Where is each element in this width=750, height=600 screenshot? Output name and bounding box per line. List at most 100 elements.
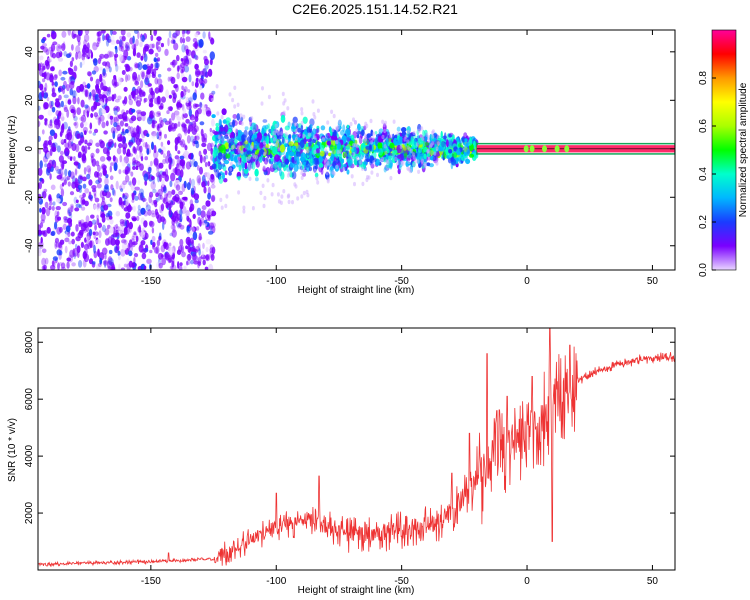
spectrogram-cell bbox=[396, 126, 401, 132]
spectrogram-cell bbox=[55, 51, 61, 59]
spectrogram-cell bbox=[146, 69, 150, 74]
spectrogram-cell bbox=[114, 105, 119, 111]
spectrogram-cell bbox=[204, 162, 208, 167]
spectrogram-cell bbox=[183, 126, 188, 134]
spectrogram-cell bbox=[165, 89, 170, 98]
spectrogram-cell bbox=[180, 69, 184, 74]
spectrogram-cell bbox=[74, 121, 79, 129]
spectrogram-cell bbox=[67, 231, 71, 237]
spectrogram-cell bbox=[161, 179, 165, 188]
spectrogram-cell bbox=[153, 157, 159, 166]
spectrogram-cell bbox=[173, 92, 177, 100]
spectrogram-cell bbox=[50, 264, 56, 270]
zero-band-highlight bbox=[523, 145, 529, 153]
spectrogram-cell bbox=[75, 243, 78, 249]
spectrogram-cell bbox=[101, 109, 107, 114]
spectrogram-cell bbox=[56, 145, 61, 153]
spectrogram-cell bbox=[262, 119, 268, 123]
spectrogram-cell bbox=[297, 127, 302, 133]
spectrogram-cell bbox=[56, 211, 60, 217]
spectrogram-cell bbox=[132, 166, 136, 170]
spectrogram-cell bbox=[336, 150, 340, 155]
spectrogram-cell bbox=[179, 214, 183, 223]
spectrogram-cell bbox=[195, 55, 199, 61]
spectrogram-cell bbox=[282, 189, 286, 194]
spectrogram-cell bbox=[197, 261, 202, 266]
spectrogram-cell bbox=[121, 201, 125, 209]
spectrogram-cell bbox=[425, 132, 429, 137]
spectrogram-cell bbox=[116, 106, 120, 112]
spectrogram-cell bbox=[116, 244, 120, 252]
spectrogram-cell bbox=[171, 189, 176, 195]
spectrogram-cell bbox=[88, 94, 91, 100]
spectrogram-cell bbox=[389, 134, 393, 139]
spectrogram-cell bbox=[153, 30, 157, 37]
zero-band-highlight bbox=[529, 145, 535, 153]
spectrogram-cell bbox=[126, 56, 132, 61]
spectrogram-cell bbox=[61, 161, 65, 171]
spectrogram-cell bbox=[194, 32, 199, 38]
spectrogram-cell bbox=[248, 176, 252, 181]
spectrogram-cell bbox=[69, 75, 73, 80]
spectrogram-cell bbox=[48, 205, 52, 211]
spectrogram-cell bbox=[155, 172, 161, 178]
spectrogram-cell bbox=[423, 153, 427, 159]
spectrogram-cell bbox=[318, 155, 323, 164]
spectrogram-cell bbox=[279, 144, 285, 153]
spectrogram-cell bbox=[79, 84, 84, 92]
spectrogram-cell bbox=[91, 219, 97, 225]
spectrogram-cell bbox=[210, 37, 215, 45]
spectrogram-cell bbox=[107, 35, 112, 43]
spectrogram-cell bbox=[377, 142, 383, 150]
spectrogram-cell bbox=[158, 262, 163, 269]
spectrogram-cell bbox=[309, 136, 313, 145]
spectrogram-cell bbox=[150, 160, 153, 167]
spectrogram-cell bbox=[248, 130, 254, 137]
spectrogram-cell bbox=[403, 137, 407, 142]
spectrogram-cell bbox=[93, 58, 98, 66]
spectrogram-cell bbox=[421, 136, 425, 141]
spectrogram-cell bbox=[204, 266, 209, 270]
spectrogram-cell bbox=[95, 42, 100, 48]
spectrogram-cell bbox=[350, 134, 355, 141]
spectrogram-cell bbox=[145, 141, 148, 150]
spectrogram-cell bbox=[130, 192, 137, 198]
spectrogram-cell bbox=[81, 153, 87, 162]
spectrogram-cell bbox=[182, 37, 186, 44]
spectrogram-cell bbox=[187, 245, 191, 253]
spectrogram-cell bbox=[300, 107, 304, 112]
spectrogram-cell bbox=[198, 232, 202, 241]
spectrogram-cell bbox=[407, 159, 411, 165]
spectrogram-cell bbox=[173, 42, 179, 51]
spectrogram-cell bbox=[189, 95, 193, 102]
spectrogram-cell bbox=[401, 127, 407, 133]
spectrogram-cell bbox=[137, 116, 142, 122]
spectrogram-cell bbox=[140, 207, 146, 215]
spectrogram-cell bbox=[151, 210, 155, 215]
spectrogram-cell bbox=[193, 193, 200, 201]
spectrogram-cell bbox=[119, 35, 124, 40]
spectrogram-cell bbox=[248, 155, 252, 160]
spectrogram-cell bbox=[146, 148, 150, 156]
spectrogram-cell bbox=[55, 242, 61, 248]
spectrogram-cell bbox=[353, 181, 356, 187]
spectrogram-cell bbox=[193, 54, 198, 60]
spectrogram-cell bbox=[157, 129, 162, 137]
spectrogram-cell bbox=[180, 58, 184, 62]
spectrogram-cell bbox=[162, 158, 167, 165]
spectrogram-cell bbox=[103, 186, 110, 194]
spectrogram-cell bbox=[114, 98, 120, 103]
spectrogram-cell bbox=[61, 30, 67, 38]
spectrogram-cell bbox=[44, 118, 48, 122]
spectrogram-cell bbox=[183, 180, 187, 189]
spectrogram-cell bbox=[203, 55, 208, 62]
spectrogram-cell bbox=[156, 36, 162, 42]
spectrogram-cell bbox=[277, 147, 281, 152]
spectrogram-cell bbox=[189, 199, 194, 207]
spectrogram-cell bbox=[114, 239, 120, 246]
spectrogram-cell bbox=[364, 154, 369, 160]
spectrogram-cell bbox=[179, 155, 185, 160]
spectrogram-cell bbox=[96, 183, 102, 189]
spectrogram-cell bbox=[54, 74, 58, 79]
spectrogram-cell bbox=[448, 133, 452, 138]
